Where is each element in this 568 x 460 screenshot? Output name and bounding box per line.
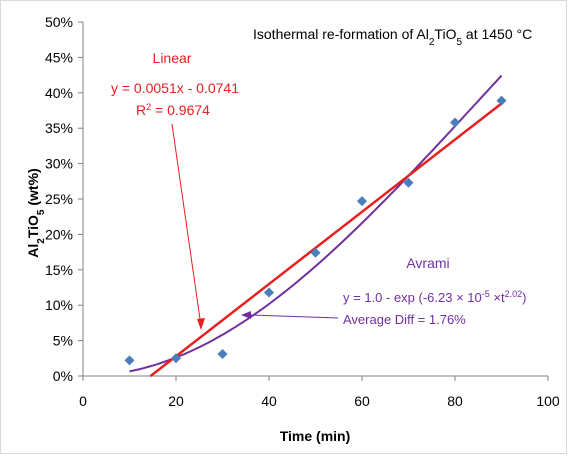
data-point: [450, 117, 460, 128]
avrami-equation: y = 1.0 - exp (-6.23 × 10-5 ×t2.02): [343, 289, 526, 305]
avrami-average-diff: Average Diff = 1.76%: [343, 312, 466, 327]
avrami-arrowhead: [241, 311, 251, 319]
data-point: [124, 355, 135, 366]
linear-fit-line: [149, 102, 503, 378]
y-tick-label: 5%: [53, 333, 73, 349]
data-point: [357, 196, 367, 207]
x-tick-label: 60: [354, 393, 370, 409]
linear-label: Linear: [153, 50, 192, 66]
x-tick-label: 100: [536, 393, 560, 409]
y-axis-label: Al2TiO5 (wt%): [25, 168, 47, 257]
data-point: [310, 247, 321, 258]
avrami-label: Avrami: [406, 255, 449, 271]
y-tick-label: 25%: [45, 191, 73, 207]
y-tick-label: 20%: [45, 226, 73, 242]
data-point: [264, 287, 274, 298]
linear-annotation-arrow: [171, 123, 202, 327]
axes: 0% 5% 10% 15% 20% 25% 30% 35% 40% 45% 50% 0 20 40 60 80…: [45, 14, 560, 409]
linear-r-squared: R2 = 0.9674: [136, 102, 210, 118]
y-tick-label: 45%: [45, 49, 73, 65]
x-tick-label: 20: [168, 393, 184, 409]
x-tick-label: 0: [79, 393, 87, 409]
data-points: [124, 95, 507, 366]
data-point: [217, 349, 228, 360]
data-point: [171, 353, 181, 364]
y-tick-label: 40%: [45, 85, 73, 101]
avrami-annotation-arrow: [249, 314, 339, 319]
y-tick-label: 50%: [45, 14, 73, 30]
x-tick-label: 80: [447, 393, 463, 409]
linear-arrowhead: [197, 318, 205, 330]
data-point: [403, 177, 414, 188]
y-tick-label: 0%: [53, 368, 73, 384]
chart-title: Isothermal re-formation of Al2TiO5 at 14…: [253, 26, 532, 48]
data-point: [496, 95, 507, 106]
x-axis-label: Time (min): [280, 428, 351, 444]
linear-equation: y = 0.0051x - 0.0741: [111, 80, 239, 96]
y-tick-label: 15%: [45, 262, 73, 278]
x-tick-label: 40: [261, 393, 277, 409]
fit-lines: [129, 74, 503, 378]
y-tick-label: 10%: [45, 297, 73, 313]
avrami-fit-line: [129, 74, 503, 373]
y-tick-label: 30%: [45, 156, 73, 172]
y-tick-label: 35%: [45, 120, 73, 136]
